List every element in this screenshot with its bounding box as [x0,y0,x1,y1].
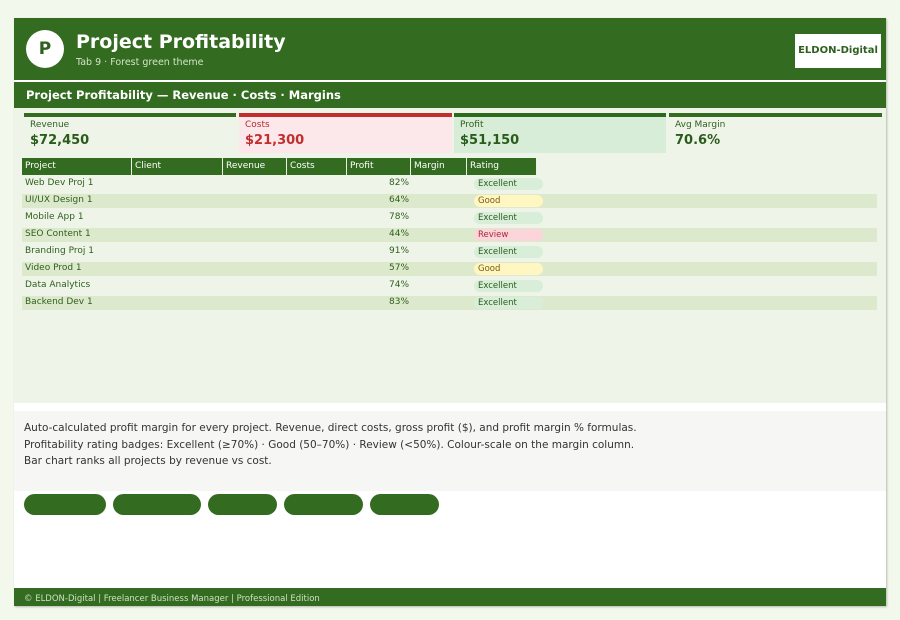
action-pill-button-5[interactable] [370,494,439,515]
action-pill-button-4[interactable] [284,494,363,515]
kpi-margin-value[interactable]: 70.6% [675,133,721,148]
app-logo: P [26,30,64,68]
cell-project[interactable]: Backend Dev 1 [25,297,93,307]
brand-badge: ELDON-Digital [795,34,881,68]
kpi-profit-label: Profit [460,120,484,130]
kpi-margin-label: Avg Margin [675,120,726,130]
cell-margin[interactable]: 57% [389,263,410,273]
action-pill-button-2[interactable] [113,494,201,515]
rating-badge: Excellent [474,280,543,292]
table-row[interactable]: Branding Proj 1 91% Excellent [22,245,877,259]
page-title: Project Profitability [76,31,286,53]
table-row[interactable]: Backend Dev 1 83% Excellent [22,296,877,310]
kpi-revenue-value[interactable]: $72,450 [30,133,90,148]
column-header-margin[interactable]: Margin [411,158,467,175]
description-panel: Auto-calculated profit margin for every … [14,411,886,491]
cell-margin[interactable]: 74% [389,280,410,290]
cell-margin[interactable]: 83% [389,297,410,307]
action-pill-button-1[interactable] [24,494,106,515]
table-row[interactable]: Web Dev Proj 1 82% Excellent [22,177,877,191]
rating-badge: Good [474,195,543,207]
cell-project[interactable]: UI/UX Design 1 [25,195,93,205]
cell-project[interactable]: Video Prod 1 [25,263,82,273]
cell-margin[interactable]: 44% [389,229,410,239]
kpi-profit-value[interactable]: $51,150 [460,133,520,148]
rating-badge: Excellent [474,246,543,258]
rating-badge: Excellent [474,297,543,309]
sheet-card: P Project Profitability Tab 9 · Forest g… [14,18,886,606]
action-pill-button-3[interactable] [208,494,277,515]
footer-bar: © ELDON-Digital | Freelancer Business Ma… [14,588,886,606]
kpi-revenue-label: Revenue [30,120,70,130]
sheet-grid: Revenue $72,450 Costs $21,300 Profit $51… [14,108,886,403]
kpi-revenue: Revenue $72,450 [24,113,236,153]
cell-project[interactable]: SEO Content 1 [25,229,91,239]
rating-badge: Excellent [474,212,543,224]
column-header-revenue[interactable]: Revenue [223,158,287,175]
kpi-costs-value[interactable]: $21,300 [245,133,305,148]
app-header: P Project Profitability Tab 9 · Forest g… [14,18,886,80]
kpi-margin: Avg Margin 70.6% [669,113,882,153]
page-subtitle: Tab 9 · Forest green theme [76,57,204,68]
column-header-client[interactable]: Client [132,158,223,175]
rating-badge: Good [474,263,543,275]
table-row[interactable]: Video Prod 1 57% Good [22,262,877,276]
table-row[interactable]: Mobile App 1 78% Excellent [22,211,877,225]
cell-project[interactable]: Web Dev Proj 1 [25,178,94,188]
cell-margin[interactable]: 91% [389,246,410,256]
cell-project[interactable]: Branding Proj 1 [25,246,94,256]
cell-margin[interactable]: 64% [389,195,410,205]
kpi-costs-label: Costs [245,120,270,130]
cell-project[interactable]: Mobile App 1 [25,212,84,222]
kpi-costs: Costs $21,300 [239,113,452,153]
kpi-profit: Profit $51,150 [454,113,666,153]
rating-badge: Excellent [474,178,543,190]
column-header-rating[interactable]: Rating [467,158,537,175]
table-row[interactable]: UI/UX Design 1 64% Good [22,194,877,208]
table-row[interactable]: Data Analytics 74% Excellent [22,279,877,293]
cell-margin[interactable]: 82% [389,178,410,188]
sheet-title-bar: Project Profitability — Revenue · Costs … [14,82,886,108]
column-header-project[interactable]: Project [22,158,132,175]
cell-margin[interactable]: 78% [389,212,410,222]
description-text: Auto-calculated profit margin for every … [24,422,637,467]
column-header-profit[interactable]: Profit [347,158,411,175]
table-row[interactable]: SEO Content 1 44% Review [22,228,877,242]
cell-project[interactable]: Data Analytics [25,280,91,290]
rating-badge: Review [474,229,543,241]
column-header-costs[interactable]: Costs [287,158,347,175]
